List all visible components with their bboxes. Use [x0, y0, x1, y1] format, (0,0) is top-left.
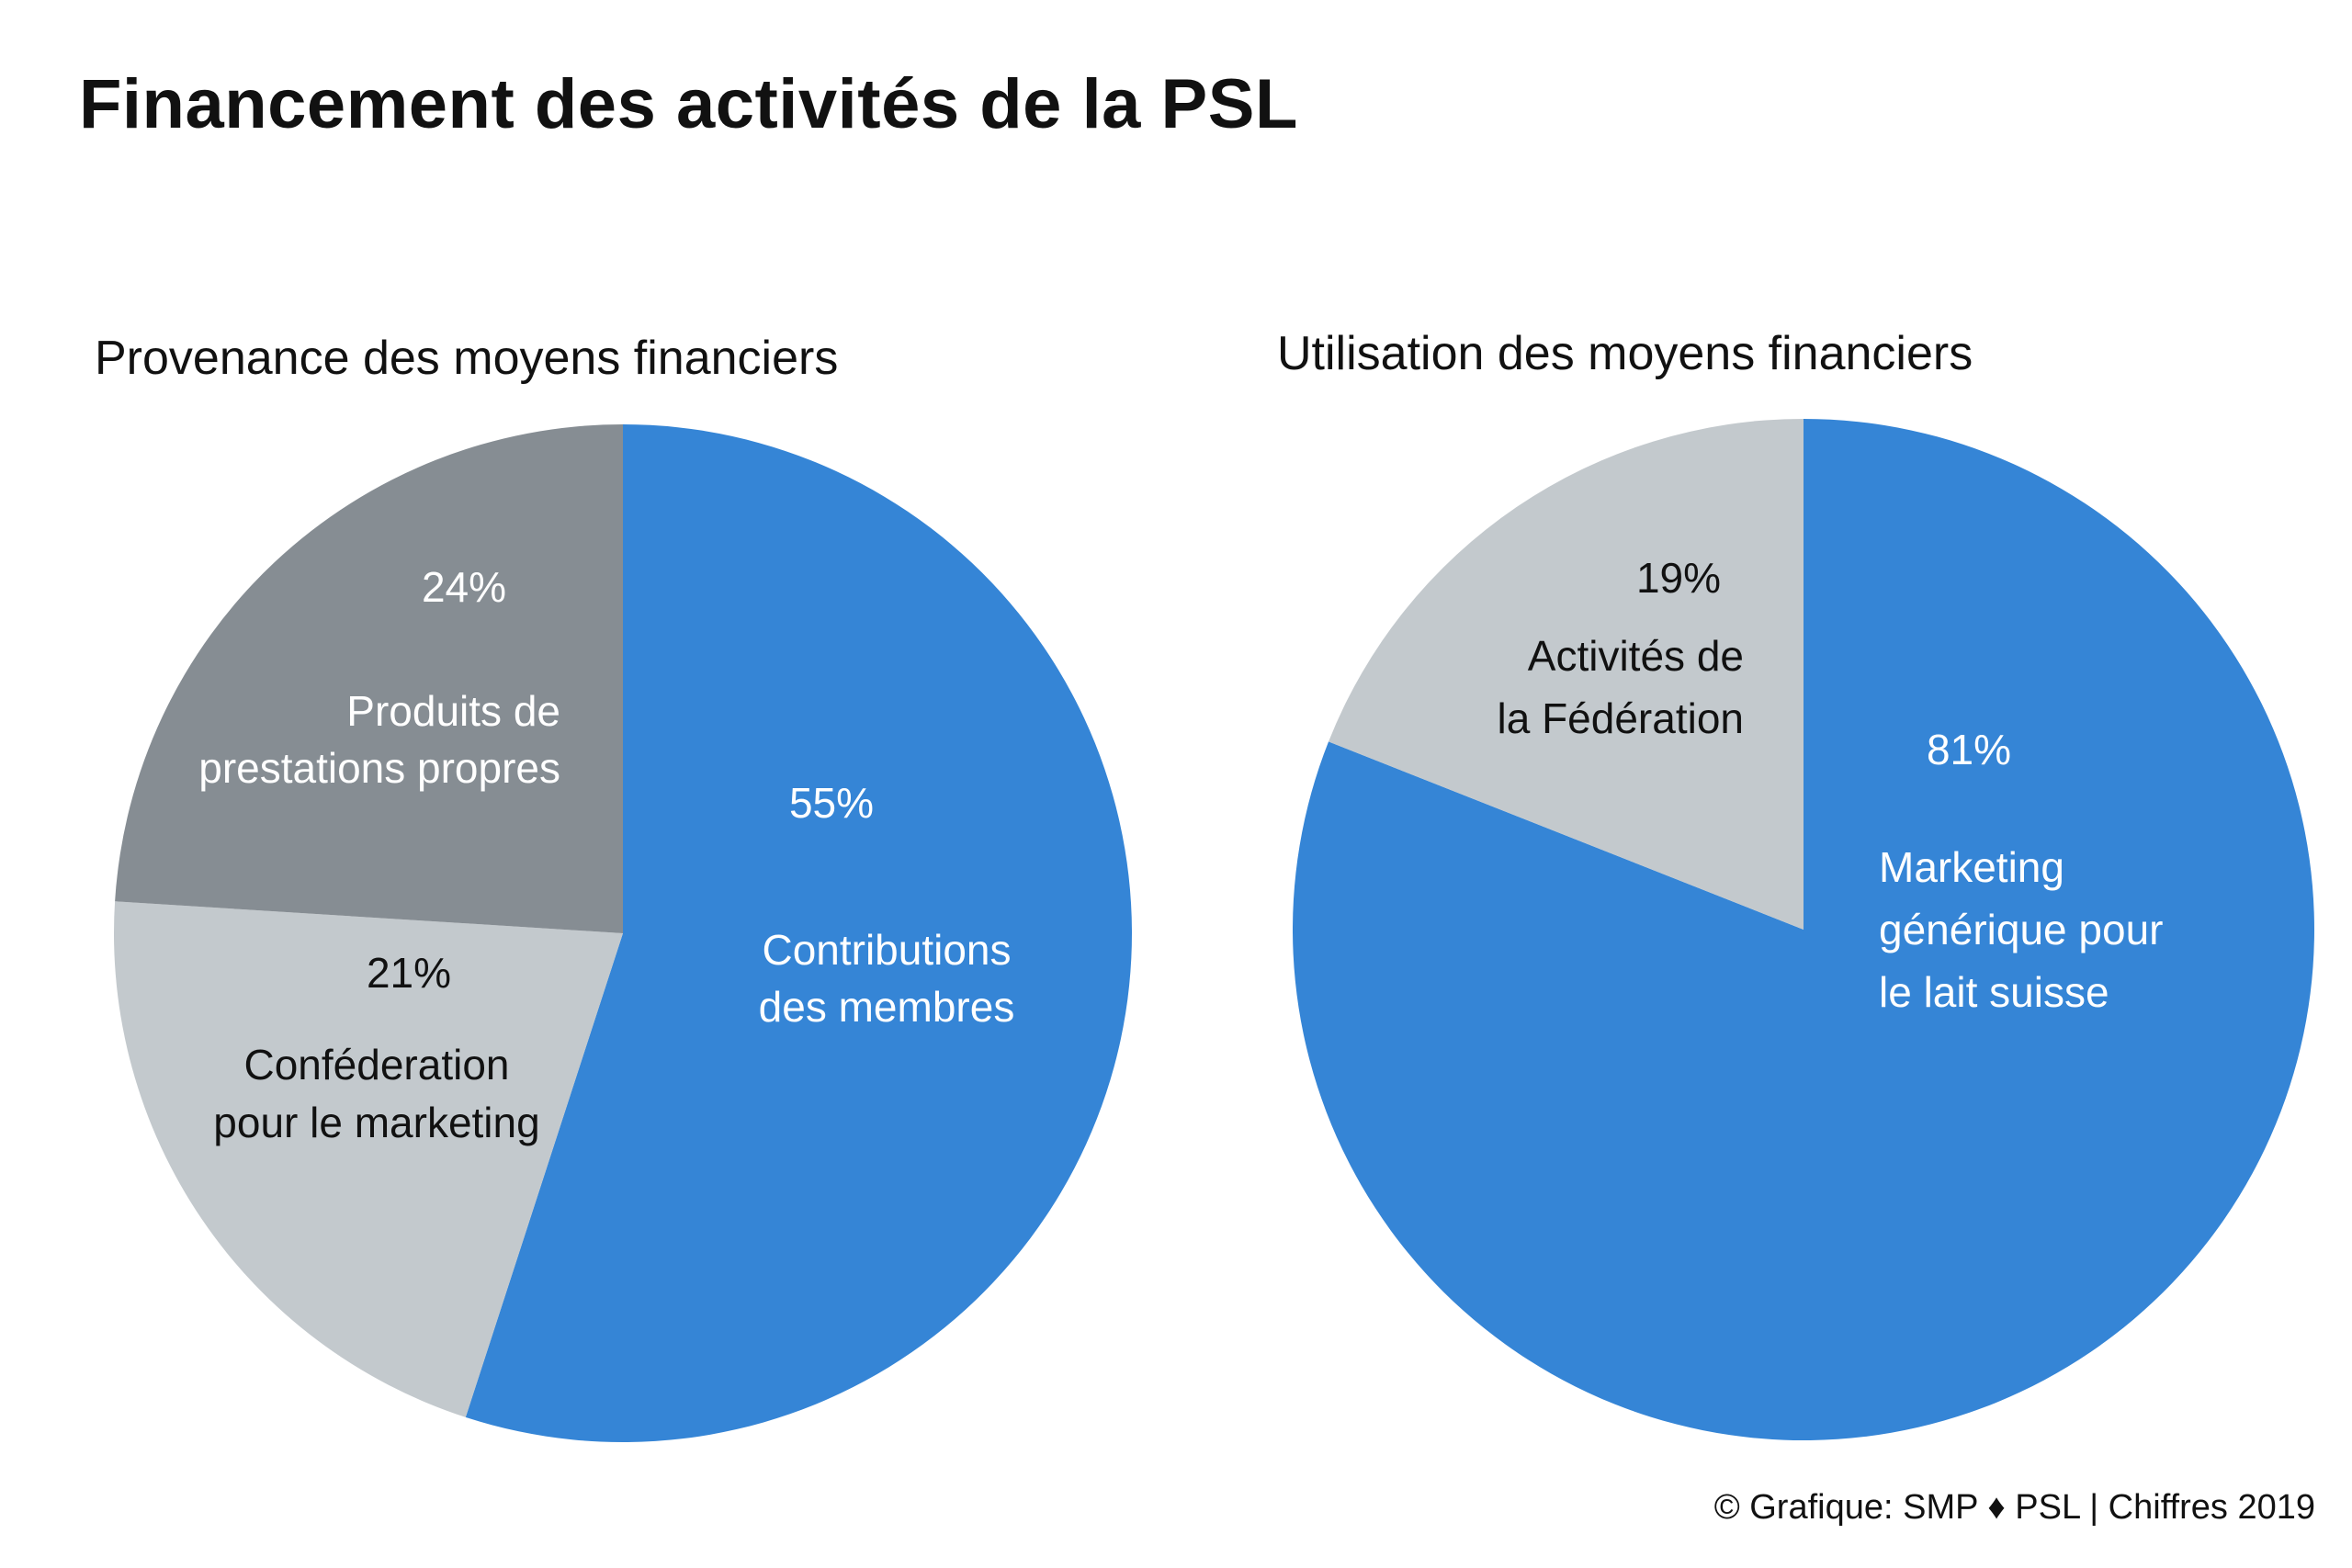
- provenance-slice-2-percent: 24%: [422, 563, 506, 611]
- provenance-slice-2: [115, 424, 623, 933]
- provenance-slice-0: [465, 424, 1133, 1443]
- left-chart-title: Provenance des moyens financiers: [95, 332, 839, 385]
- provenance-slice-1-label-line-0: Conféderation: [244, 1041, 510, 1089]
- provenance-slice-0-percent: 55%: [789, 779, 874, 827]
- provenance-slice-1-label-line-1: pour le marketing: [213, 1099, 539, 1146]
- provenance-slice-1-percent: 21%: [367, 949, 451, 997]
- page-title: Financement des activités de la PSL: [79, 65, 1298, 143]
- provenance-slice-0-label-line-1: des membres: [759, 983, 1015, 1031]
- credit-line: © Grafique: SMP ♦ PSL | Chiffres 2019: [1713, 1488, 2315, 1527]
- provenance-slice-2-label-line-0: Produits de: [346, 687, 560, 735]
- right-chart-title: Utilisation des moyens financiers: [1277, 327, 1973, 380]
- provenance-slice-2-label-line-1: prestations propres: [198, 744, 560, 792]
- provenance-slice-0-label-line-0: Contributions: [762, 926, 1011, 974]
- provenance-slice-1: [114, 901, 623, 1417]
